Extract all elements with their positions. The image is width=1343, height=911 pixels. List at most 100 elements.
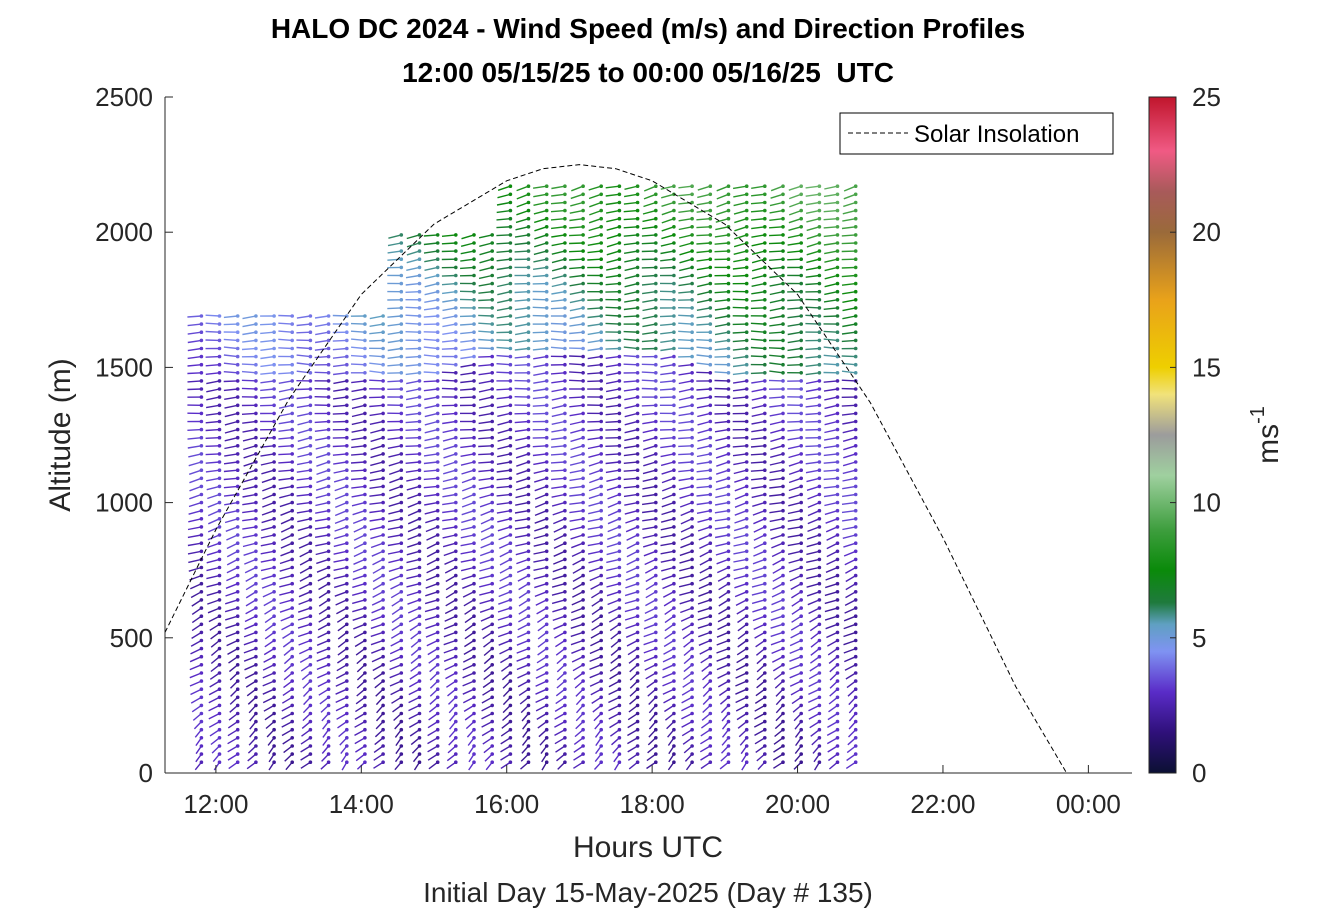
wind-barb — [808, 607, 820, 615]
wind-barb — [224, 510, 238, 515]
wind-barb-head — [799, 444, 803, 448]
wind-barb-head — [781, 306, 785, 310]
wind-barb-head — [508, 654, 513, 659]
wind-barb-head — [290, 606, 295, 610]
wind-barb-head — [799, 581, 803, 586]
wind-barb — [354, 639, 366, 648]
wind-barb — [714, 526, 729, 530]
wind-barb-head — [235, 525, 240, 529]
wind-barb — [554, 737, 566, 745]
wind-barb-head — [417, 419, 422, 424]
wind-barb — [843, 639, 856, 646]
wind-barb — [424, 510, 438, 515]
wind-barb-head — [199, 654, 204, 659]
wind-barb-head — [635, 727, 640, 732]
wind-barb — [842, 469, 856, 475]
wind-barb-head — [544, 687, 549, 691]
wind-barb — [442, 437, 456, 442]
wind-barb-head — [708, 500, 713, 505]
wind-barb — [716, 201, 729, 208]
wind-barb — [753, 542, 766, 549]
wind-barb — [570, 615, 584, 622]
wind-barb-head — [853, 184, 858, 188]
wind-barb — [605, 469, 620, 474]
wind-barb-head — [672, 541, 676, 545]
wind-barb — [696, 477, 711, 481]
wind-barb — [696, 354, 711, 358]
wind-barb-head — [435, 727, 440, 732]
wind-barb — [808, 704, 820, 712]
wind-barb — [641, 404, 656, 407]
wind-barb — [805, 274, 820, 278]
wind-barb — [587, 437, 602, 441]
wind-barb — [424, 404, 438, 409]
wind-barb-head — [526, 679, 531, 683]
wind-barb-head — [345, 338, 349, 343]
wind-barb-head — [817, 573, 822, 578]
wind-barb — [681, 720, 693, 728]
wind-barb-head — [363, 330, 367, 335]
wind-barb — [715, 437, 729, 442]
wind-barb-head — [326, 419, 331, 424]
wind-barb-head — [472, 346, 476, 351]
wind-barb — [680, 615, 693, 622]
wind-barb — [423, 493, 438, 497]
wind-barb — [663, 647, 675, 655]
wind-barb — [787, 355, 802, 359]
wind-barb — [826, 631, 838, 639]
wind-barb-head — [635, 654, 640, 659]
wind-barb — [190, 583, 202, 590]
wind-barb-head — [690, 354, 694, 359]
wind-barb-head — [417, 460, 422, 464]
wind-barb — [714, 428, 729, 433]
wind-barb-head — [654, 403, 658, 408]
wind-barb-head — [581, 379, 585, 383]
wind-barb — [605, 364, 620, 368]
wind-barb — [659, 315, 674, 318]
wind-barb — [224, 445, 238, 450]
wind-barb-head — [672, 468, 676, 473]
wind-barb-head — [599, 663, 603, 667]
wind-barb — [496, 226, 511, 229]
wind-barb-head — [508, 638, 513, 643]
wind-barb-head — [454, 306, 458, 310]
wind-barb — [696, 339, 711, 342]
wind-barb — [627, 721, 638, 729]
wind-barb-head — [508, 208, 513, 213]
wind-barb-head — [217, 590, 222, 594]
wind-barb — [699, 647, 711, 655]
wind-barb-head — [381, 736, 385, 740]
wind-barb — [660, 347, 675, 352]
wind-barb — [278, 453, 293, 456]
wind-barb-head — [672, 200, 676, 205]
wind-barb-head — [417, 322, 422, 326]
wind-barb-head — [508, 646, 513, 651]
wind-barb — [408, 704, 420, 712]
wind-barb-head — [326, 484, 331, 489]
wind-barb-head — [526, 590, 531, 594]
wind-barb-head — [726, 719, 731, 724]
wind-barb — [442, 331, 456, 335]
wind-barb — [406, 380, 420, 385]
wind-barb-head — [526, 298, 531, 302]
wind-barb-head — [690, 184, 694, 188]
wind-barb — [664, 615, 675, 624]
wind-barb-head — [635, 216, 640, 221]
wind-barb-head — [690, 427, 694, 432]
wind-barb — [790, 583, 802, 591]
wind-barb-head — [235, 346, 240, 351]
wind-barb-head — [726, 492, 731, 497]
wind-barb-head — [235, 711, 240, 716]
wind-barb — [296, 331, 311, 334]
wind-barb — [551, 412, 566, 418]
wind-barb-head — [254, 711, 258, 716]
wind-barb — [205, 420, 220, 424]
wind-barb — [551, 380, 565, 384]
wind-barb-head — [654, 444, 658, 448]
wind-barb-head — [544, 411, 549, 416]
wind-barb — [337, 631, 348, 640]
wind-barb-head — [708, 484, 713, 489]
wind-barb-head — [345, 346, 349, 351]
wind-barb-head — [599, 736, 603, 740]
wind-barb-head — [526, 671, 531, 675]
